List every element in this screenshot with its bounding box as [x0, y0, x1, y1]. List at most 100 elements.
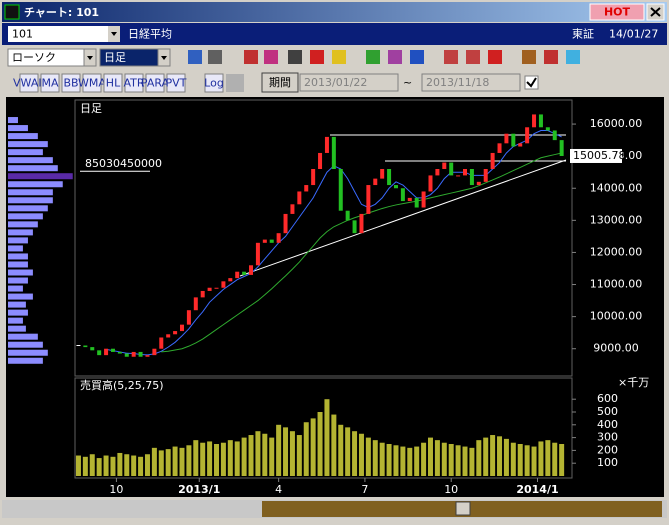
log-label[interactable]: Log: [204, 77, 224, 90]
tool-icon[interactable]: [310, 50, 324, 64]
x-tick-label: 2014/1: [516, 483, 558, 496]
hot-button[interactable]: [589, 3, 645, 21]
chart-style[interactable]: ローソク: [12, 51, 56, 64]
indicator-button[interactable]: [166, 73, 186, 93]
hot-label[interactable]: HOT: [604, 6, 631, 19]
code-input[interactable]: [8, 26, 108, 42]
tool-icon[interactable]: [444, 50, 458, 64]
tool-icon[interactable]: [188, 50, 202, 64]
indicator-label[interactable]: BB: [63, 77, 78, 90]
candle: [193, 297, 198, 311]
volume-bar: [172, 446, 178, 476]
tool-icon[interactable]: [522, 50, 536, 64]
tool-icon[interactable]: [410, 50, 424, 64]
volume-bar: [317, 412, 323, 476]
indicator-label[interactable]: WMA: [78, 77, 106, 90]
tool-icon[interactable]: [488, 50, 502, 64]
profile-bar: [8, 213, 43, 220]
candle: [456, 175, 461, 177]
tool-icon[interactable]: [388, 50, 402, 64]
candle: [200, 290, 205, 298]
volume-label: 売買高(5,25,75): [80, 378, 164, 392]
indicator-button[interactable]: [61, 73, 81, 93]
volume-bar: [455, 445, 461, 476]
indicator-button[interactable]: [145, 73, 165, 93]
to-input[interactable]: [421, 73, 521, 92]
candle: [476, 181, 481, 186]
from-date[interactable]: 2013/01/22: [304, 76, 367, 89]
candle: [269, 239, 274, 243]
candle: [442, 162, 447, 169]
volume-bar: [490, 435, 496, 476]
profile-bar: [8, 333, 38, 340]
y-tick-label: 13000.00: [590, 213, 643, 226]
tool-icon[interactable]: [566, 50, 580, 64]
volume-tick-label: 100: [597, 456, 618, 469]
tool-icon[interactable]: [466, 50, 480, 64]
candle: [117, 351, 122, 354]
trend-line: [239, 159, 567, 277]
volume-bar: [386, 444, 392, 476]
tool-icon[interactable]: [264, 50, 278, 64]
profile-bar: [8, 349, 48, 356]
indicator-button[interactable]: [40, 73, 60, 93]
tool-icons[interactable]: [188, 50, 580, 64]
log-button[interactable]: [204, 73, 224, 93]
volume-bar: [414, 446, 420, 476]
stock-name: 日経平均: [128, 28, 172, 41]
volume-bar: [220, 442, 226, 476]
indicator-label[interactable]: MA: [41, 77, 58, 90]
x-tick-label: 7: [361, 483, 368, 496]
indicator-label[interactable]: ATR: [123, 77, 144, 90]
profile-bar: [8, 189, 53, 196]
period-button[interactable]: [261, 72, 299, 93]
indicator-label[interactable]: HL: [106, 77, 121, 90]
candle: [387, 169, 392, 186]
tool-icon[interactable]: [208, 50, 222, 64]
last-price: 15005.78: [573, 149, 626, 162]
candle: [138, 351, 143, 357]
tool-icon[interactable]: [226, 74, 244, 92]
tool-icon[interactable]: [244, 50, 258, 64]
interval[interactable]: 日足: [104, 51, 126, 64]
candle: [435, 169, 440, 176]
volume-bar: [103, 455, 109, 476]
profile-bar: [8, 309, 28, 316]
profile-bar: [8, 357, 43, 364]
period-label[interactable]: 期間: [269, 76, 291, 89]
volume-bar: [545, 440, 551, 476]
indicator-label[interactable]: PARA: [141, 77, 170, 90]
candle: [283, 213, 288, 234]
volume-bar: [289, 431, 295, 476]
profile-bar: [8, 293, 33, 300]
candle: [518, 143, 523, 147]
tool-icon[interactable]: [544, 50, 558, 64]
to-date[interactable]: 2013/11/18: [426, 76, 489, 89]
y-tick-label: 10000.00: [590, 310, 643, 323]
indicator-label[interactable]: VWAP: [13, 77, 45, 90]
tool-icon[interactable]: [366, 50, 380, 64]
profile-bar: [8, 165, 58, 172]
from-input[interactable]: [299, 73, 399, 92]
indicator-button[interactable]: [19, 73, 39, 93]
tool-icon[interactable]: [288, 50, 302, 64]
close-icon[interactable]: [650, 7, 661, 17]
app-icon: [4, 4, 20, 20]
volume-bar: [517, 444, 523, 476]
volume-bar: [538, 441, 544, 476]
candle: [469, 169, 474, 186]
code[interactable]: 101: [12, 28, 33, 41]
check-mark: [526, 77, 537, 88]
candle: [110, 348, 115, 352]
scroll-grip[interactable]: [455, 501, 471, 516]
candle: [152, 348, 157, 356]
volume-bar: [110, 456, 116, 476]
tool-icon[interactable]: [332, 50, 346, 64]
tilde: ~: [403, 76, 412, 89]
indicator-button[interactable]: [82, 73, 102, 93]
indicator-button[interactable]: [103, 73, 123, 93]
volume-bar: [441, 442, 447, 476]
indicator-label[interactable]: PVT: [166, 77, 187, 90]
indicator-button[interactable]: [124, 73, 144, 93]
